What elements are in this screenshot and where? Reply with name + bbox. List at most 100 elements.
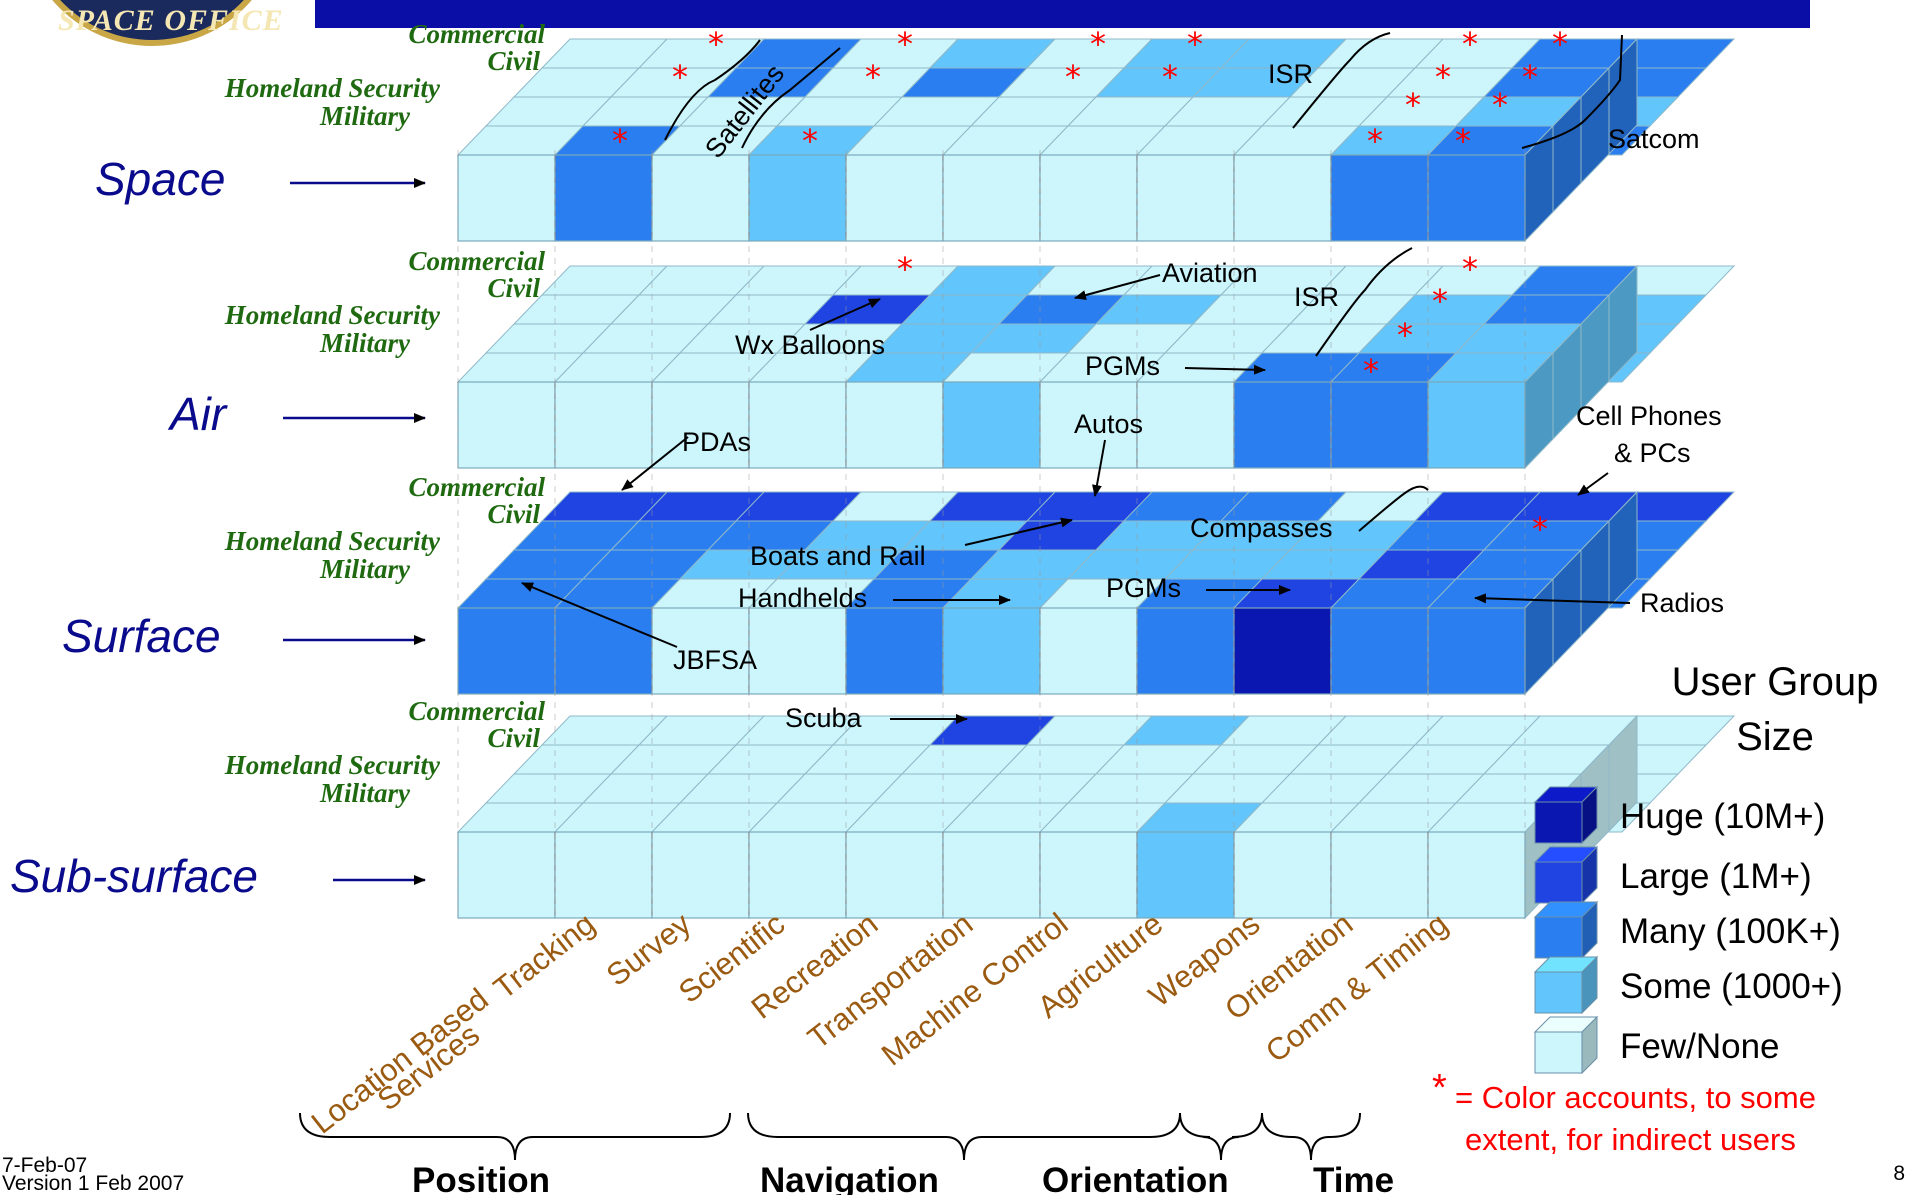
user-label: Commercial — [409, 19, 546, 49]
star-icon: * — [1432, 282, 1448, 320]
star-icon: * — [1552, 25, 1568, 63]
front-cell — [651, 607, 750, 695]
front-cell — [748, 154, 847, 242]
user-label: Homeland Security — [224, 526, 441, 556]
front-cell — [748, 607, 847, 695]
annotation-brace — [1358, 485, 1429, 532]
user-label: Civil — [488, 46, 541, 76]
front-cell — [1330, 607, 1429, 695]
legend-label: Huge (10M+) — [1620, 797, 1825, 836]
star-icon: * — [1462, 25, 1478, 63]
annotation-boats-rail: Boats and Rail — [750, 541, 926, 571]
front-cell — [942, 154, 1041, 242]
front-cell — [651, 831, 750, 919]
front-cell — [554, 154, 653, 242]
annotation-autos: Autos — [1074, 409, 1143, 439]
front-cell — [1039, 831, 1138, 919]
user-label: Military — [319, 554, 411, 584]
front-cell — [1039, 381, 1138, 469]
front-cell — [651, 154, 750, 242]
front-cell — [1427, 607, 1526, 695]
annotation-pgms-air: PGMs — [1085, 351, 1160, 381]
star-icon: * — [1363, 352, 1379, 390]
annotation-brace — [1315, 247, 1413, 357]
front-cell — [1136, 831, 1235, 919]
star-icon: * — [672, 58, 688, 96]
front-cell — [1330, 831, 1429, 919]
star-icon: * — [1462, 250, 1478, 288]
legend-label: Few/None — [1620, 1027, 1780, 1066]
front-cell — [845, 381, 944, 469]
front-cell — [1233, 154, 1332, 242]
legend-label: Many (100K+) — [1620, 912, 1841, 951]
legend-star: * — [1432, 1067, 1447, 1109]
legend-swatch — [1534, 1031, 1583, 1074]
front-cell — [1136, 381, 1235, 469]
legend-label: Large (1M+) — [1620, 857, 1812, 896]
annotation-arrow — [809, 298, 881, 331]
annotation-aviation: Aviation — [1162, 258, 1258, 288]
annotation-arrow — [1074, 274, 1161, 300]
star-icon: * — [1522, 58, 1538, 96]
annotation-scuba: Scuba — [785, 703, 863, 733]
legend-note: = Color accounts, to some — [1455, 1080, 1816, 1115]
level-label: Air — [167, 388, 228, 440]
star-icon: * — [865, 58, 881, 96]
category-brace — [299, 1112, 731, 1161]
space-office-seal: SPACE OFFICE — [0, 0, 300, 46]
front-cell — [1039, 154, 1138, 242]
legend-title-line2: Size — [1736, 715, 1814, 759]
annotation-brace — [1292, 32, 1391, 129]
annotation-arrow — [1184, 364, 1266, 375]
legend-label: Some (1000+) — [1620, 967, 1843, 1006]
user-label: Military — [319, 328, 411, 358]
application-label: Location Based — [305, 981, 495, 1140]
annotation-jbfsa: JBFSA — [673, 645, 757, 675]
legend-swatch — [1534, 861, 1583, 904]
legend-swatch — [1534, 971, 1583, 1014]
title-bar — [315, 0, 1810, 28]
level-label: Space — [95, 153, 225, 205]
star-icon: * — [1367, 122, 1383, 160]
front-cell — [1233, 381, 1332, 469]
front-cell — [942, 381, 1041, 469]
annotation-brace — [664, 39, 761, 141]
front-cell — [1136, 154, 1235, 242]
annotation-wx-balloons: Wx Balloons — [735, 330, 885, 360]
front-cell — [748, 381, 847, 469]
annotation-brace — [1521, 34, 1623, 149]
star-icon: * — [1397, 316, 1413, 354]
annotation-compasses: Compasses — [1190, 513, 1333, 543]
level-label: Sub-surface — [10, 850, 258, 902]
level-label: Surface — [62, 610, 221, 662]
footer-date: 7-Feb-07 — [2, 1154, 87, 1177]
annotation-arrow — [521, 582, 678, 648]
star-icon: * — [612, 122, 628, 160]
category-label: Position — [412, 1161, 550, 1195]
star-icon: * — [1492, 86, 1508, 124]
category-axis: Position Navigation Orientation Time — [299, 1112, 1394, 1195]
front-cell — [457, 381, 556, 469]
front-cell — [1427, 381, 1526, 469]
user-label: Civil — [488, 499, 541, 529]
seal-text: SPACE OFFICE — [58, 4, 284, 37]
star-icon: * — [897, 250, 913, 288]
user-label: Homeland Security — [224, 73, 441, 103]
front-cell — [457, 154, 556, 242]
front-cell — [554, 831, 653, 919]
legend-swatch — [1534, 916, 1583, 959]
front-cell — [1427, 154, 1526, 242]
star-icon: * — [897, 25, 913, 63]
front-cell — [1039, 607, 1138, 695]
user-label: Homeland Security — [224, 750, 441, 780]
star-icon: * — [1090, 25, 1106, 63]
footer-version: Version 1 Feb 2007 — [2, 1172, 184, 1195]
front-cell — [1136, 607, 1235, 695]
annotation-isr-space: ISR — [1268, 59, 1313, 89]
annotation-radios: Radios — [1640, 588, 1724, 618]
category-brace — [747, 1112, 1181, 1161]
